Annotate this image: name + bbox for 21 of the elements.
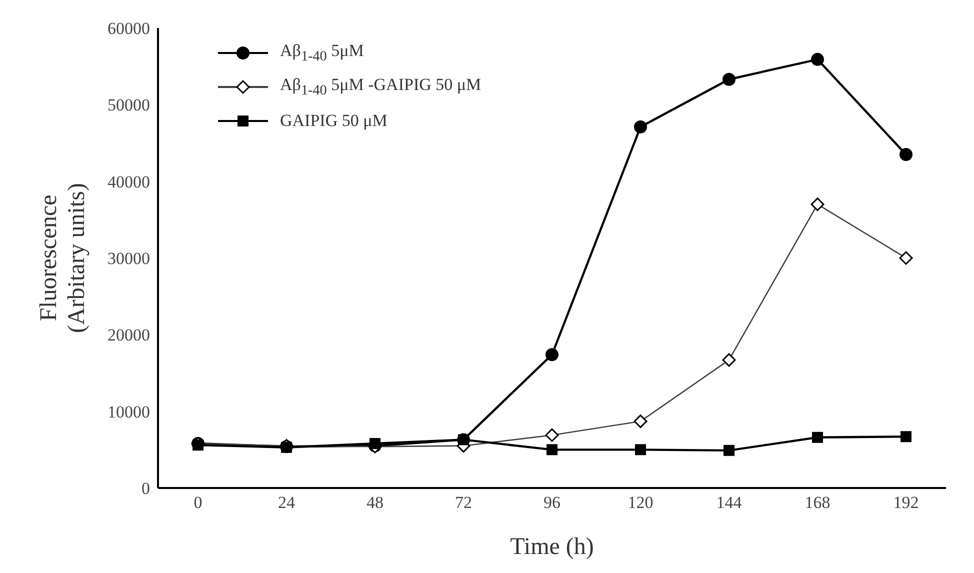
legend-label: GAIPIG 50 μM	[280, 111, 388, 131]
y-tick-label: 10000	[108, 402, 150, 422]
x-tick-label: 144	[716, 493, 742, 512]
legend-label: Aβ$_{1-40}$ 5μM -GAIPIG 50 μM	[280, 74, 482, 100]
legend-label: Aβ$_{1-40}$ 5μM	[280, 40, 364, 66]
x-tick-label: 48	[366, 493, 384, 512]
y-tick-label: 30000	[108, 249, 150, 268]
x-tick-label: 0	[194, 493, 202, 512]
x-tick-label: 168	[804, 493, 830, 512]
y-axis-title: Fluorescence (Arbitary units)	[36, 183, 90, 333]
x-tick-label: 192	[893, 493, 919, 512]
x-tick-label: 96	[544, 493, 560, 512]
y-tick-label: 50000	[108, 96, 150, 115]
x-tick-label: 120	[628, 493, 654, 512]
y-tick-label: 0	[142, 479, 150, 498]
y-tick-label: 40000	[108, 172, 150, 192]
x-axis-title: Time (h)	[510, 534, 594, 560]
x-tick-label: 24	[278, 493, 296, 512]
y-tick-label: 60000	[108, 19, 150, 38]
x-tick-label: 72	[455, 493, 472, 512]
y-tick-label: 20000	[108, 326, 150, 345]
